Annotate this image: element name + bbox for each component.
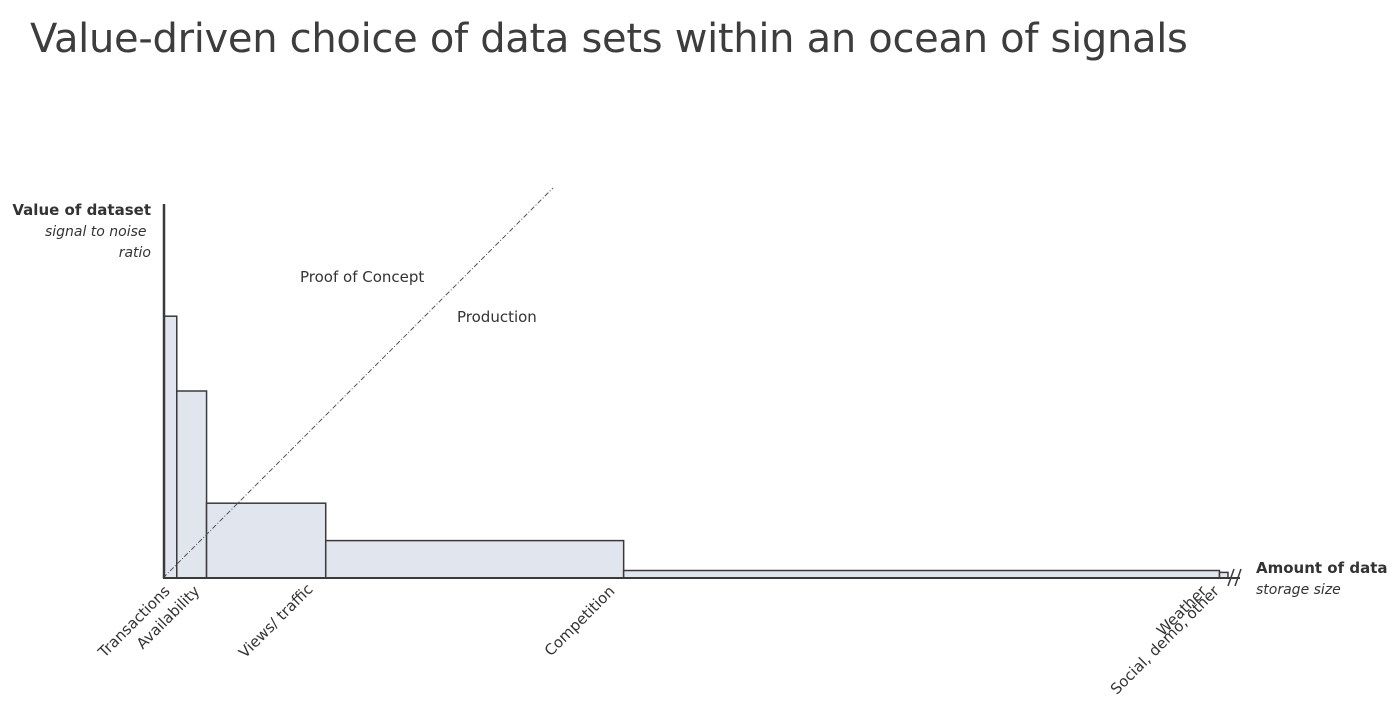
bar-views-traffic xyxy=(205,502,327,579)
y-axis-subtitle: signal to noise ratio xyxy=(45,224,151,261)
y-axis-subtitle-line-2: ratio xyxy=(119,245,151,261)
chart-title: Value-driven choice of data sets within … xyxy=(30,16,1188,62)
bars-layer xyxy=(163,315,1229,579)
bar-transactions xyxy=(163,315,178,579)
bar-competition xyxy=(324,539,625,579)
axis-break-icon xyxy=(1227,568,1242,587)
x-axis-subtitle: storage size xyxy=(1256,582,1341,598)
y-axis-title: Value of dataset xyxy=(12,201,151,219)
bar-weather xyxy=(622,569,1221,579)
category-label-views-traffic: Views/ traffic xyxy=(235,580,316,661)
category-label-competition: Competition xyxy=(541,582,619,660)
category-label-social-demo-other: Social, demo, other xyxy=(1107,582,1224,699)
x-axis-title: Amount of data xyxy=(1256,559,1388,577)
bar-availability xyxy=(176,390,208,579)
y-axis-subtitle-line-1: signal to noise xyxy=(45,224,147,240)
proof-of-concept-label: Proof of Concept xyxy=(300,268,424,286)
production-label: Production xyxy=(457,308,537,326)
poc-production-divider-line xyxy=(162,187,554,579)
